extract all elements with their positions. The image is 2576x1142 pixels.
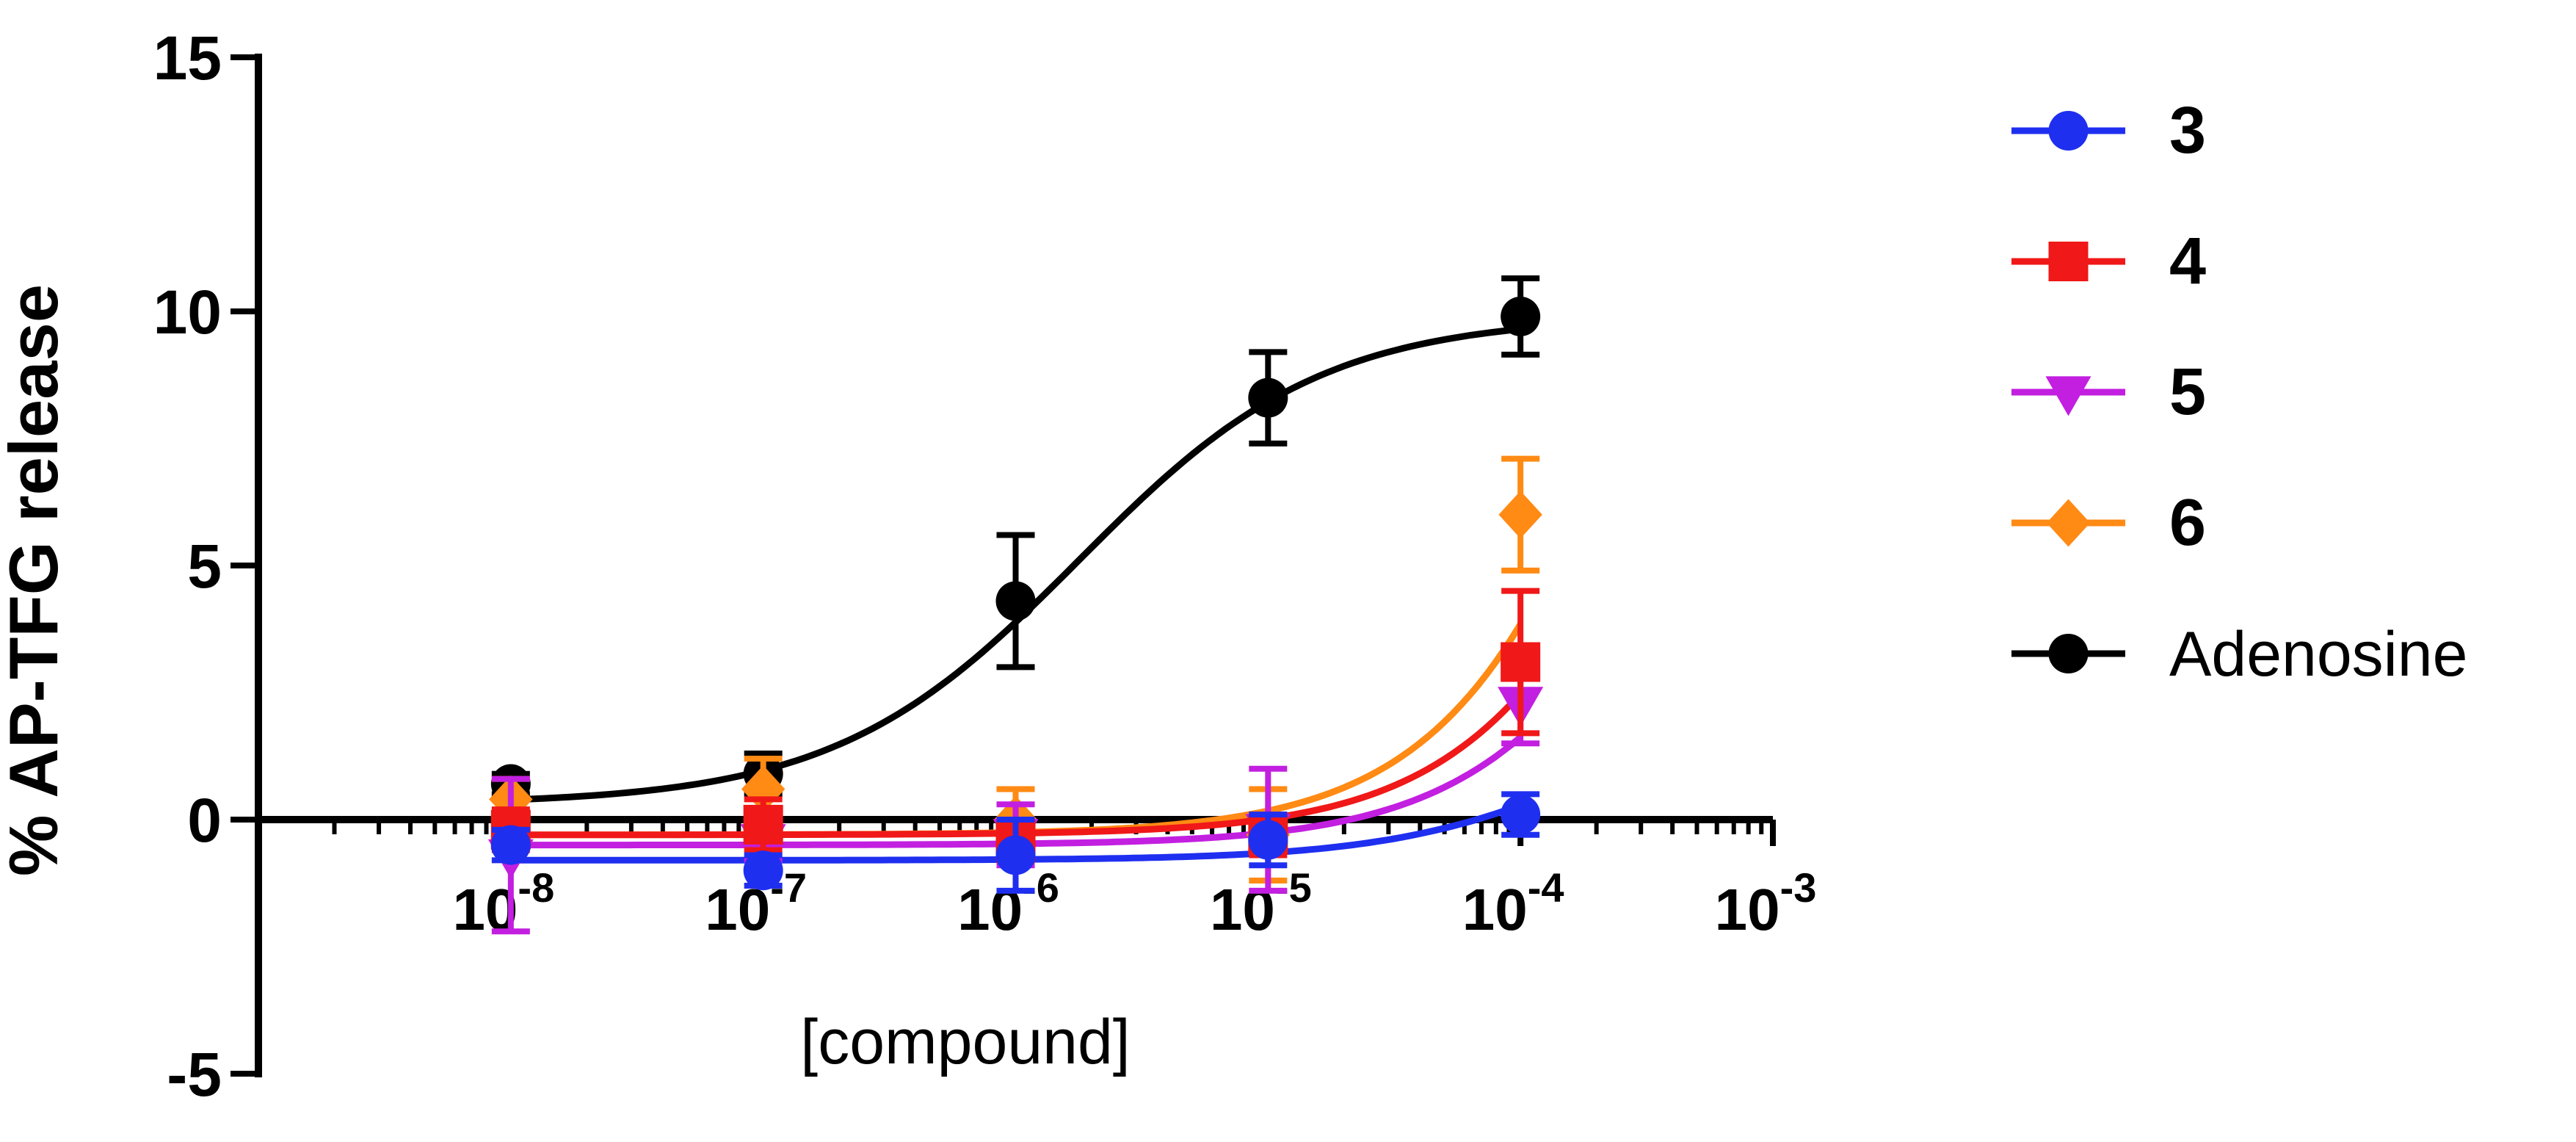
legend-marker xyxy=(2046,499,2091,547)
x-tick-exponent: -4 xyxy=(1528,864,1564,911)
x-tick-base: 10 xyxy=(1462,877,1528,942)
data-point-3 xyxy=(1501,795,1541,835)
x-tick-label: 10-6 xyxy=(957,864,1059,942)
data-point-3 xyxy=(743,850,783,891)
legend-item-6: 6 xyxy=(2011,486,2206,560)
data-point-4 xyxy=(743,804,783,845)
data-point-adenosine xyxy=(1501,296,1541,336)
x-tick-exponent: -6 xyxy=(1023,864,1059,911)
x-tick-exponent: -5 xyxy=(1275,864,1312,911)
legend-label: 5 xyxy=(2169,355,2206,429)
y-tick-label: -5 xyxy=(167,1040,222,1109)
legend-marker xyxy=(2045,376,2091,416)
data-points xyxy=(487,275,1544,935)
legend-marker xyxy=(2048,242,2089,281)
legend-label: 3 xyxy=(2169,94,2206,167)
y-axis-title: % AP-TFG release xyxy=(0,284,72,876)
legend-item-5: 5 xyxy=(2011,355,2206,429)
data-point-adenosine xyxy=(1248,377,1288,418)
y-tick-label: 5 xyxy=(187,532,222,601)
legend-marker xyxy=(2048,111,2089,151)
data-point-6 xyxy=(1498,491,1542,539)
legend-label: 6 xyxy=(2169,486,2206,560)
x-tick-base: 10 xyxy=(957,877,1023,942)
data-point-3 xyxy=(1248,820,1288,860)
x-tick-base: 10 xyxy=(1715,877,1780,942)
legend-item-adenosine: Adenosine xyxy=(2011,619,2467,690)
x-tick-label: 10-3 xyxy=(1715,864,1817,942)
legend-label: Adenosine xyxy=(2169,619,2467,690)
x-tick-base: 10 xyxy=(1210,877,1275,942)
x-tick-label: 10-8 xyxy=(452,864,554,942)
x-axis-title: [compound] xyxy=(800,1007,1130,1077)
x-tick-exponent: -8 xyxy=(518,864,554,911)
x-tick-exponent: -3 xyxy=(1780,864,1817,911)
legend-item-4: 4 xyxy=(2011,225,2206,298)
data-point-3 xyxy=(995,835,1036,875)
data-point-3 xyxy=(490,825,531,865)
legend-item-3: 3 xyxy=(2011,94,2206,167)
data-point-4 xyxy=(1501,642,1541,682)
x-tick-label: 10-5 xyxy=(1210,864,1312,942)
data-point-adenosine xyxy=(995,581,1036,621)
legend-marker xyxy=(2048,634,2089,673)
y-tick-label: 10 xyxy=(153,278,222,347)
legend-label: 4 xyxy=(2169,225,2206,298)
y-tick-label: 0 xyxy=(187,786,222,855)
legend: 3 4 5 6 Adenosine xyxy=(2011,94,2467,690)
x-tick-label: 10-4 xyxy=(1462,864,1564,942)
y-tick-label: 15 xyxy=(153,24,222,93)
